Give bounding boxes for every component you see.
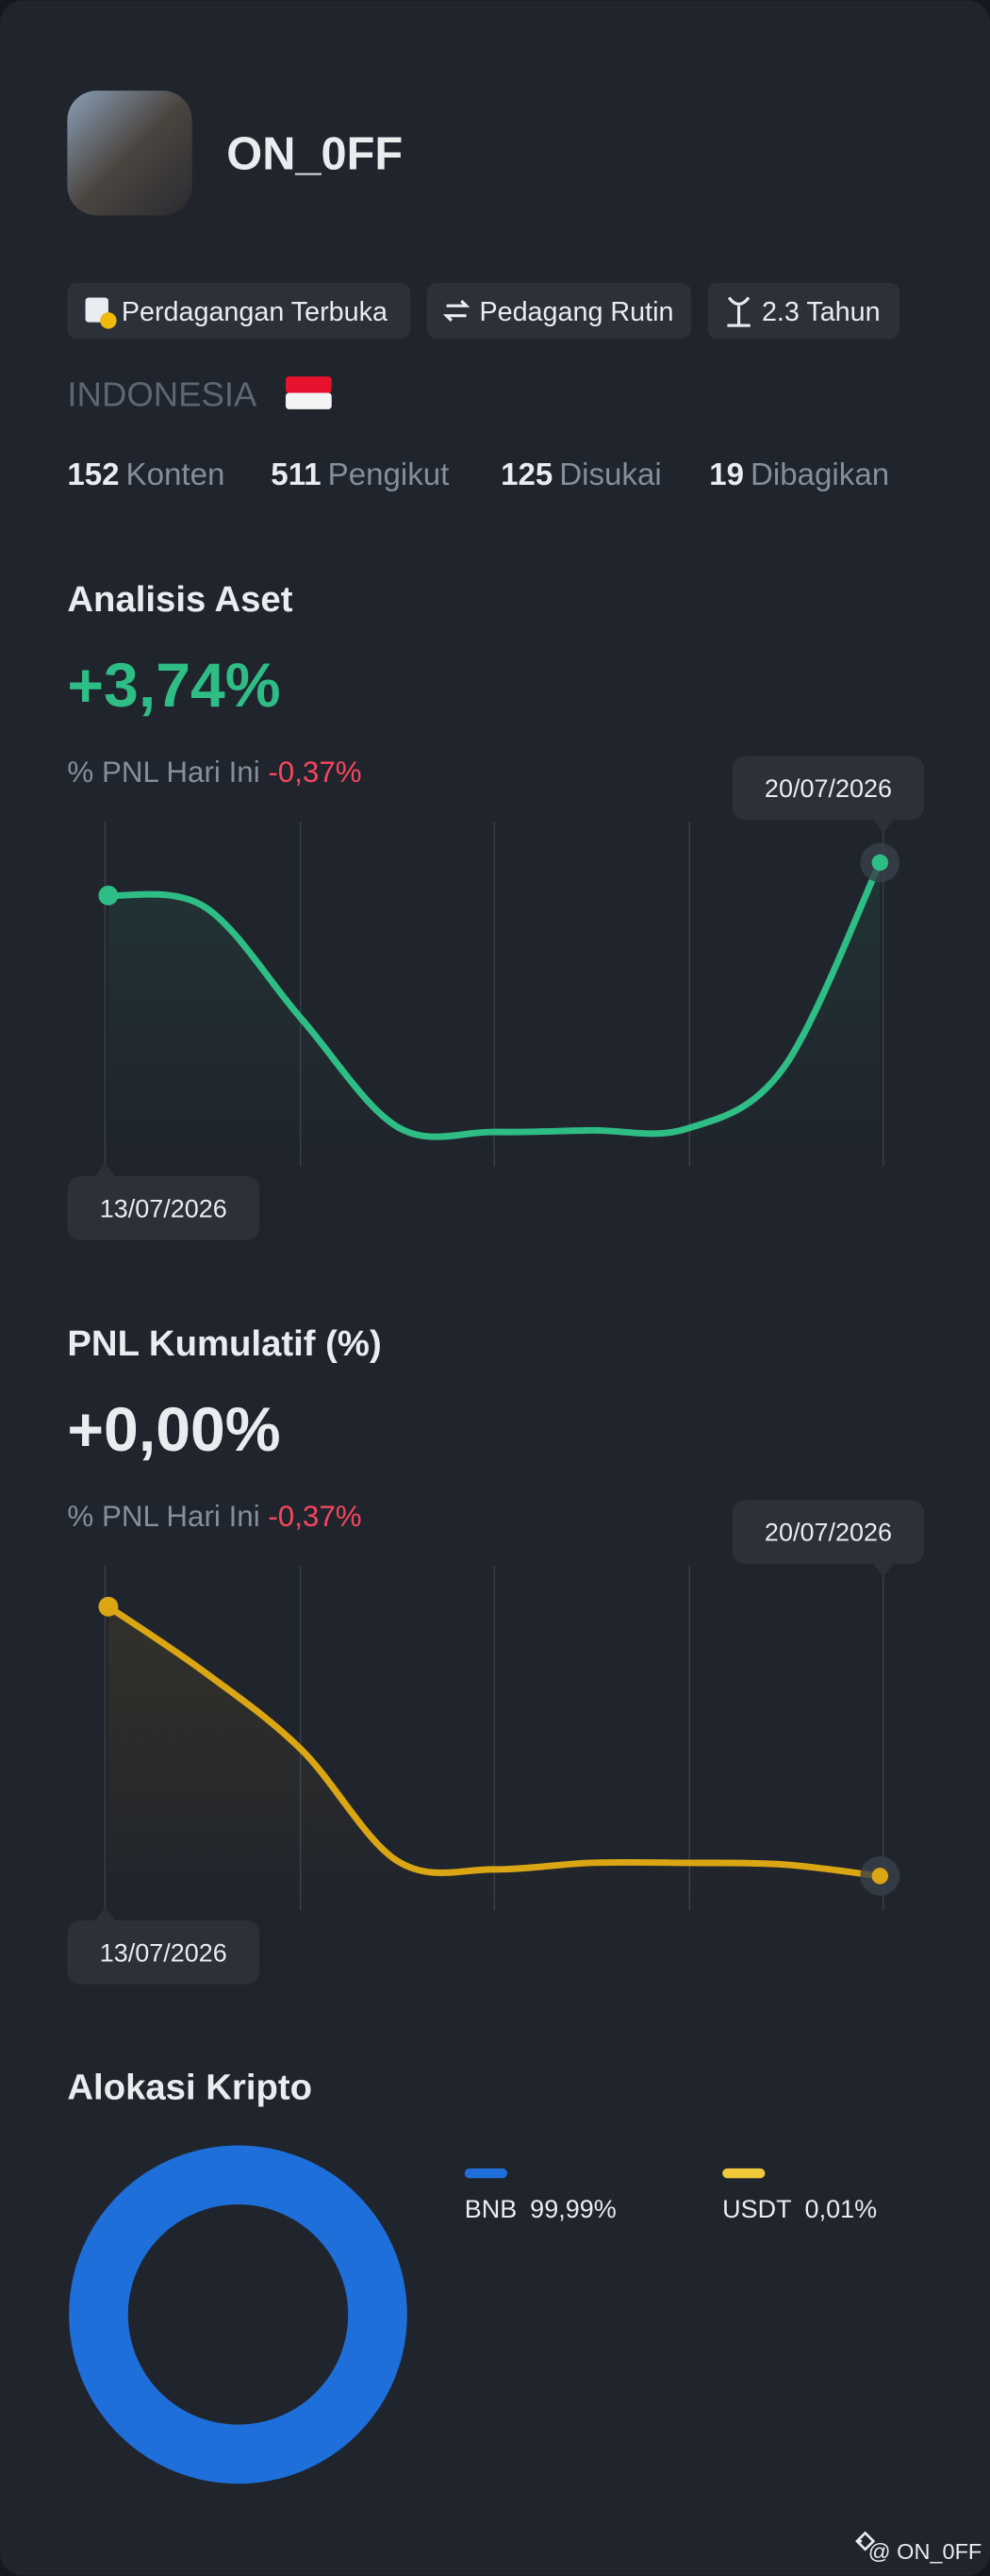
start-point: [98, 1596, 119, 1617]
avatar[interactable]: [67, 91, 192, 216]
stat-value: 125: [501, 457, 553, 492]
flag: [285, 376, 332, 409]
end-date: 20/07/2026: [765, 774, 892, 803]
stat-label: Dibagikan: [751, 457, 889, 492]
line-area: [107, 862, 881, 1167]
user-name: ON_0FF: [226, 129, 403, 180]
headline-value: +3,74%: [67, 651, 280, 721]
stat-label: Konten: [126, 457, 225, 492]
tooltip-bg: [732, 1500, 925, 1565]
footer: @ ON_0FF: [855, 2531, 982, 2564]
section-title: Alokasi Kripto: [67, 2068, 312, 2108]
country: INDONESIA: [67, 374, 257, 413]
start-point: [98, 885, 119, 906]
end-point: [871, 1868, 889, 1885]
tooltip-arrow: [873, 1564, 894, 1577]
line-area: [107, 1606, 881, 1911]
donut-segment: [69, 2145, 407, 2485]
badge-text: Perdagangan Terbuka: [122, 297, 388, 327]
tooltip-arrow: [94, 1906, 115, 1920]
section-title: PNL Kumulatif (%): [67, 1323, 381, 1364]
tooltip-arrow: [873, 820, 894, 834]
stat-label: Pengikut: [328, 457, 450, 492]
footer-logo: [855, 2531, 876, 2551]
flag-white: [285, 392, 332, 409]
start-date: 13/07/2026: [100, 1195, 227, 1223]
pnl-label: % PNL Hari Ini: [67, 756, 259, 789]
badge-bg: [67, 282, 411, 340]
tooltip-bg: [67, 1920, 260, 1985]
legend-value: 99,99%: [530, 2195, 617, 2223]
pnl-value: -0,37%: [268, 1500, 361, 1533]
tooltip-bg: [67, 1176, 260, 1241]
stat-value: 152: [67, 457, 119, 492]
asset-analysis: Analisis Aset +3,74% % PNL Hari Ini -0,37% 2…: [67, 579, 925, 1241]
section-title: Analisis Aset: [67, 579, 292, 620]
allocation: BNB 99,99% USDT 0,01%: [69, 2145, 878, 2485]
badge-icon: [442, 299, 470, 322]
legend-swatch: [464, 2168, 508, 2179]
stat-value: 19: [709, 457, 744, 492]
badge-bg: [426, 282, 692, 340]
line: [105, 1603, 883, 1880]
legend-name: BNB: [465, 2195, 517, 2223]
pnl-value: -0,37%: [268, 756, 361, 789]
flag-red: [285, 376, 332, 393]
badge-icon: [100, 312, 117, 329]
pnl-label: % PNL Hari Ini: [67, 1500, 259, 1533]
badges: Perdagangan Terbuka Pedagang Rutin 2.3 T…: [67, 282, 900, 340]
badge-icon: [727, 296, 751, 327]
badge-text: 2.3 Tahun: [762, 297, 881, 327]
legend-swatch: [722, 2168, 766, 2179]
pnl-line: % PNL Hari Ini -0,37%: [67, 1500, 361, 1533]
pnl-line: % PNL Hari Ini -0,37%: [67, 756, 361, 789]
tooltip-arrow: [94, 1163, 115, 1177]
stat-value: 511: [271, 457, 321, 492]
badge-text: Pedagang Rutin: [479, 297, 673, 327]
stats: 152 Konten 511 Pengikut 125 Disukai 19 Dibagika…: [67, 457, 889, 492]
tooltip-bg: [732, 756, 925, 821]
start-date: 13/07/2026: [100, 1938, 227, 1967]
badge-bg: [707, 282, 900, 340]
end-date: 20/07/2026: [765, 1519, 892, 1547]
cumulative-pnl: PNL Kumulatif (%) +0,00% % PNL Hari Ini -0,…: [67, 1323, 925, 1985]
legend-name: USDT: [722, 2195, 791, 2223]
end-point: [871, 854, 889, 872]
footer-handle: @ ON_0FF: [868, 2539, 982, 2564]
legend-value: 0,01%: [805, 2195, 878, 2223]
line: [105, 859, 883, 1140]
stat-label: Disukai: [559, 457, 661, 492]
headline-value: +0,00%: [67, 1395, 280, 1465]
